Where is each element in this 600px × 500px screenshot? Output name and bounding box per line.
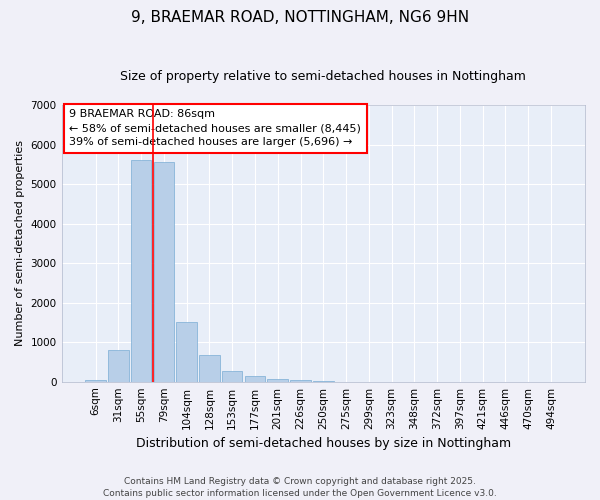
Text: 9 BRAEMAR ROAD: 86sqm
← 58% of semi-detached houses are smaller (8,445)
39% of s: 9 BRAEMAR ROAD: 86sqm ← 58% of semi-deta… <box>70 109 361 147</box>
Bar <box>290 380 311 382</box>
Text: Contains HM Land Registry data © Crown copyright and database right 2025.
Contai: Contains HM Land Registry data © Crown c… <box>103 476 497 498</box>
Text: 9, BRAEMAR ROAD, NOTTINGHAM, NG6 9HN: 9, BRAEMAR ROAD, NOTTINGHAM, NG6 9HN <box>131 10 469 25</box>
Bar <box>85 380 106 382</box>
Bar <box>268 379 288 382</box>
Bar <box>154 162 174 382</box>
Y-axis label: Number of semi-detached properties: Number of semi-detached properties <box>15 140 25 346</box>
Bar <box>222 370 242 382</box>
Bar <box>199 355 220 382</box>
Bar <box>313 381 334 382</box>
X-axis label: Distribution of semi-detached houses by size in Nottingham: Distribution of semi-detached houses by … <box>136 437 511 450</box>
Bar <box>108 350 128 382</box>
Title: Size of property relative to semi-detached houses in Nottingham: Size of property relative to semi-detach… <box>121 70 526 83</box>
Bar <box>245 376 265 382</box>
Bar <box>131 160 151 382</box>
Bar <box>176 322 197 382</box>
